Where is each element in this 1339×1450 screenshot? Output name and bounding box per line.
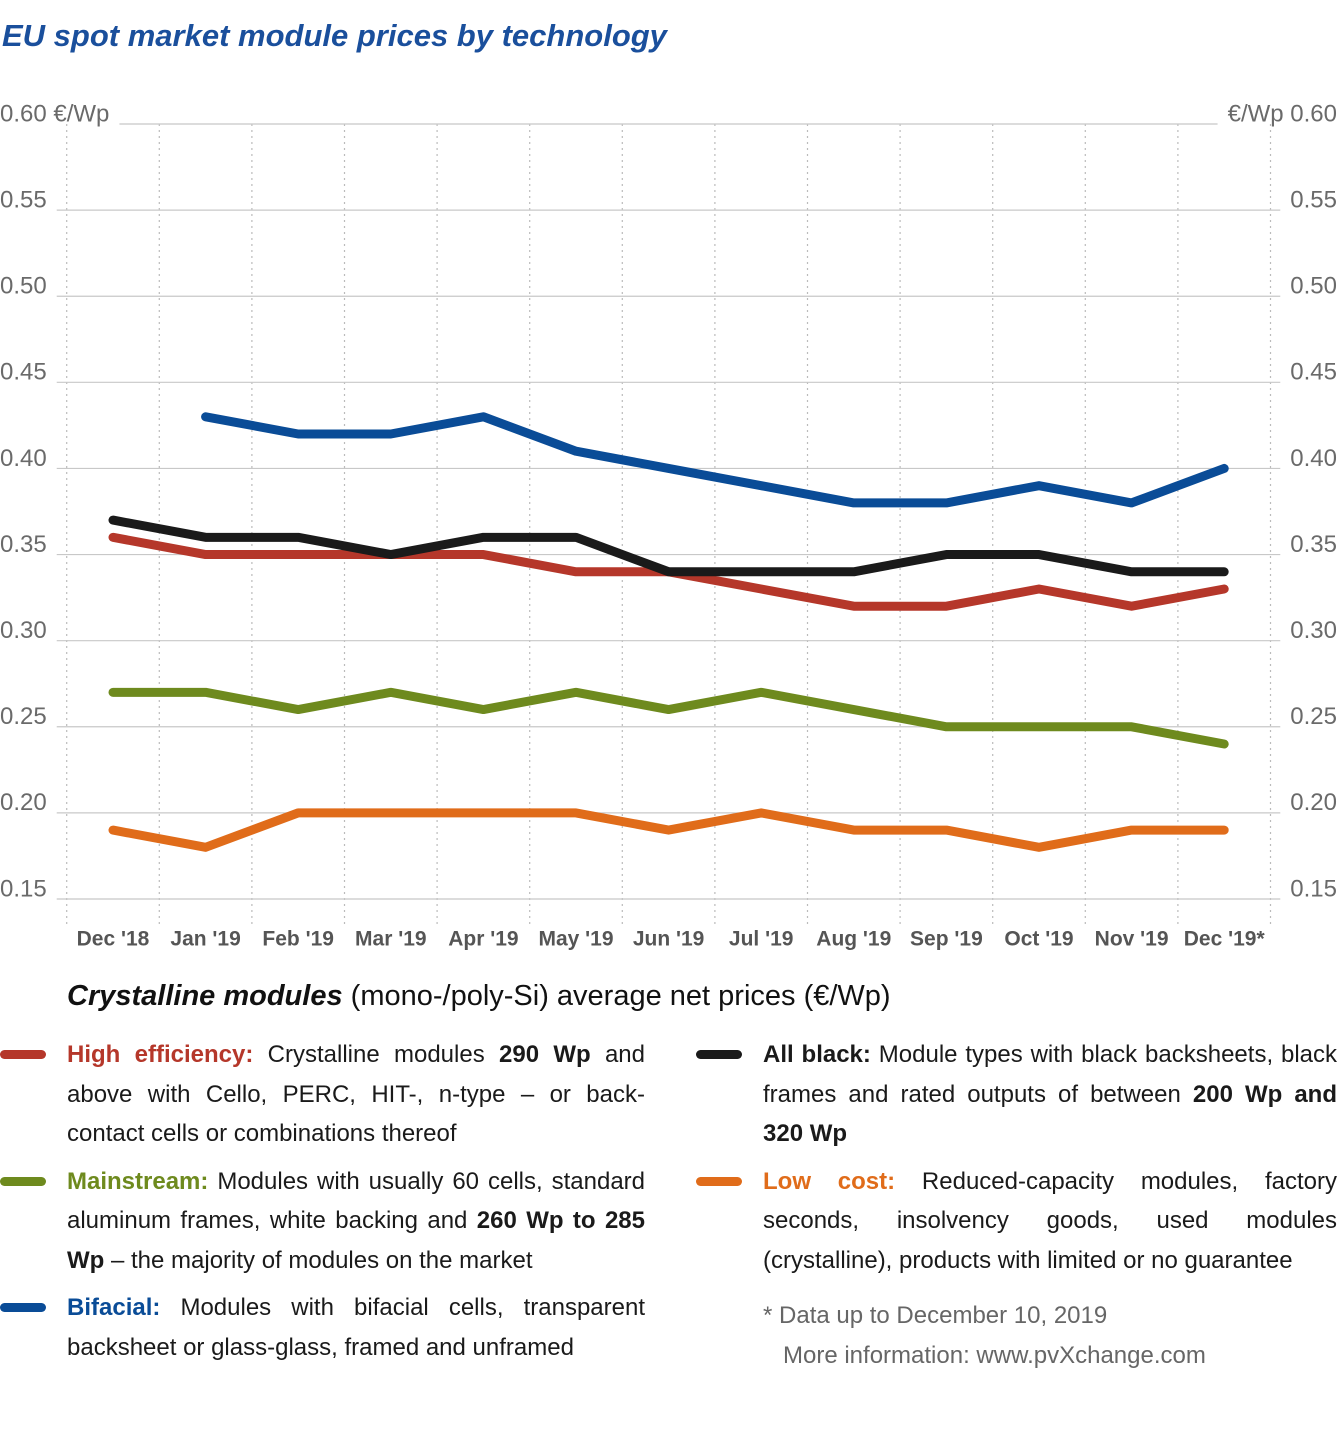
- y-tick-label: 0.45: [0, 359, 47, 386]
- x-tick-label: Oct '19: [1004, 928, 1073, 951]
- y2-tick-label: 0.35: [1290, 531, 1337, 558]
- legend-entry: Low cost: Reduced-capacity modules, fact…: [696, 1162, 1338, 1281]
- legend-name: Low cost:: [763, 1167, 896, 1195]
- legend-description: – the majority of modules on the market: [104, 1246, 533, 1274]
- series-line: [108, 515, 1229, 577]
- legend-description-bold: 290 Wp: [499, 1041, 591, 1068]
- y2-tick-label: €/Wp 0.60: [1228, 100, 1337, 127]
- y2-tick-label: 0.15: [1290, 875, 1337, 902]
- footnote: * Data up to December 10, 2019: [763, 1302, 1108, 1329]
- series-line: [201, 412, 1229, 508]
- x-tick-label: Jan '19: [170, 928, 240, 951]
- vertical-grid: [66, 124, 1272, 925]
- x-tick-label: Jun '19: [633, 928, 705, 951]
- legend-description: Module types with black backsheets, blac…: [763, 1041, 1338, 1108]
- legend-entry: Mainstream: Modules with usually 60 cell…: [0, 1162, 646, 1281]
- legend-description: and above with Cello, PERC, HIT-, n-type…: [67, 1041, 645, 1147]
- legend-swatch: [696, 1050, 742, 1059]
- chart: EU spot market module prices by technolo…: [0, 18, 1337, 951]
- legend-entry: Bifacial: Modules with bifacial cells, t…: [0, 1288, 646, 1367]
- y-tick-label: 0.25: [0, 703, 47, 730]
- y2-tick-label: 0.45: [1290, 359, 1337, 386]
- y-tick-label: 0.20: [0, 789, 47, 816]
- y-tick-label: 0.35: [0, 531, 47, 558]
- legend-description: Reduced-capacity modules, factory second…: [763, 1167, 1338, 1274]
- y-tick-label: 0.40: [0, 445, 47, 472]
- legend-entry: All black: Module types with black backs…: [696, 1035, 1338, 1154]
- y-tick-label: 0.15: [0, 875, 47, 902]
- y-tick-label: 0.55: [0, 186, 47, 213]
- y2-tick-label: 0.30: [1290, 617, 1337, 644]
- legend-swatch: [0, 1050, 46, 1059]
- legend-title: Crystalline modules (mono-/poly-Si) aver…: [67, 980, 891, 1013]
- x-tick-label: Jul '19: [729, 928, 794, 951]
- legend-description: Modules with usually 60 cells, standard …: [67, 1167, 646, 1235]
- y2-tick-label: 0.25: [1290, 703, 1337, 730]
- x-tick-label: Nov '19: [1095, 928, 1169, 951]
- x-tick-label: Apr '19: [448, 928, 518, 951]
- legend-name: Mainstream:: [67, 1167, 209, 1195]
- y2-tick-label: 0.20: [1290, 789, 1337, 816]
- y-tick-label: 0.30: [0, 617, 47, 644]
- legend-swatch: [0, 1176, 46, 1186]
- chart-title: EU spot market module prices by technolo…: [2, 18, 669, 53]
- legend-swatch: [0, 1303, 46, 1312]
- footnotes: * Data up to December 10, 2019 More infor…: [763, 1296, 1337, 1376]
- legend-description-bold: 260 Wp to 285 Wp: [67, 1207, 645, 1274]
- legend-description-bold: 200 Wp and 320 Wp: [763, 1080, 1337, 1148]
- x-tick-label: Dec '18: [77, 928, 150, 951]
- x-tick-label: Feb '19: [262, 928, 334, 951]
- y2-tick-label: 0.40: [1290, 445, 1337, 472]
- legend-name: High efficiency:: [67, 1041, 254, 1068]
- legend-description: Modules with bifacial cells, transparent…: [67, 1294, 646, 1361]
- x-tick-label: Sep '19: [910, 928, 983, 951]
- legend-title-main: Crystalline modules: [67, 980, 343, 1012]
- series-line: [108, 808, 1229, 852]
- legend-column: All black: Module types with black backs…: [696, 1035, 1338, 1376]
- legend-swatch: [696, 1176, 742, 1186]
- legend-name: Bifacial:: [67, 1294, 161, 1321]
- y2-tick-label: 0.50: [1290, 273, 1337, 300]
- legend-entry: High efficiency: Crystalline modules 290…: [0, 1035, 645, 1154]
- legend-column: High efficiency: Crystalline modules 290…: [0, 1035, 646, 1375]
- y2-tick-label: 0.55: [1290, 186, 1337, 213]
- x-tick-label: Mar '19: [355, 928, 427, 951]
- series-line: [108, 687, 1229, 749]
- legend-description: Crystalline modules: [267, 1041, 499, 1068]
- x-tick-label: May '19: [538, 928, 613, 951]
- x-tick-label: Dec '19*: [1184, 928, 1266, 951]
- y-tick-label: 0.60 €/Wp: [0, 100, 109, 127]
- y-tick-label: 0.50: [0, 273, 47, 300]
- legend-subtitle: (mono-/poly-Si) average net prices (€/Wp…: [350, 980, 891, 1012]
- legend-name: All black:: [763, 1041, 871, 1068]
- x-tick-label: Aug '19: [816, 928, 891, 951]
- footnote: More information: www.pvXchange.com: [783, 1342, 1206, 1369]
